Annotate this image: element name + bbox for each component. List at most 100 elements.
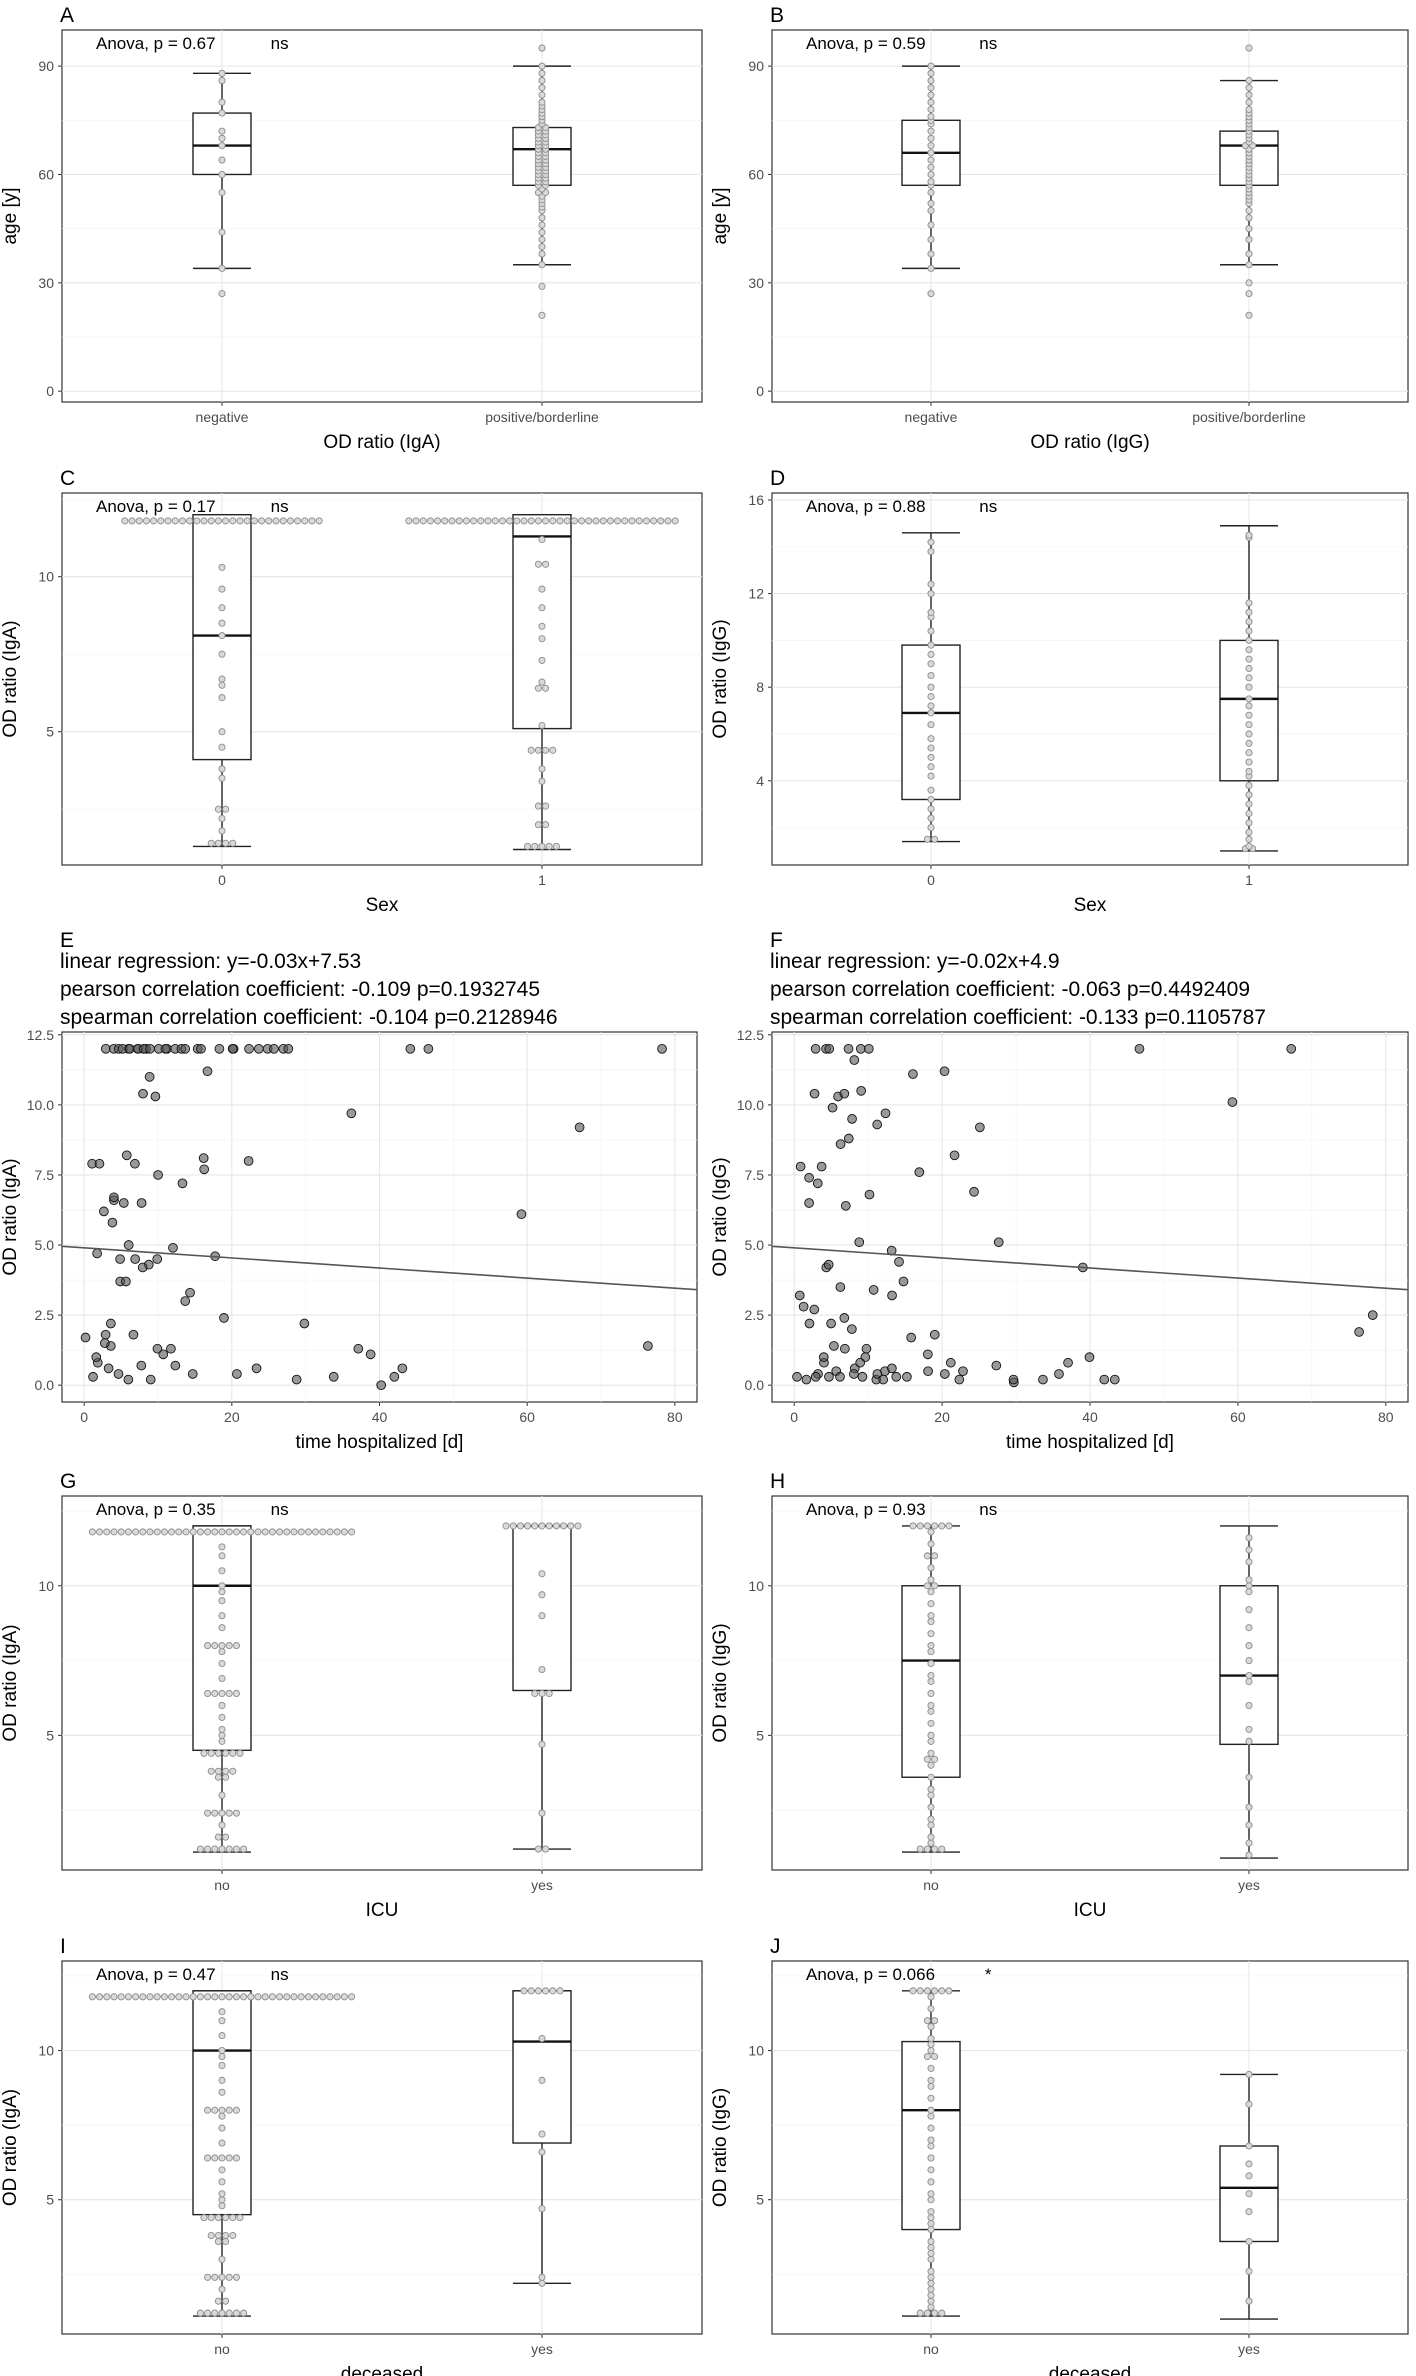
data-point	[664, 517, 672, 525]
data-point	[312, 1993, 320, 2001]
data-point	[218, 650, 226, 658]
box-1	[1219, 639, 1279, 782]
data-point	[1245, 2070, 1253, 2078]
data-point	[542, 821, 550, 829]
scatter-point	[857, 1371, 868, 1382]
scatter-point	[1367, 1310, 1378, 1320]
scatter-point	[902, 1371, 912, 1382]
box-1	[512, 514, 572, 730]
data-point	[229, 1767, 237, 1775]
data-point	[509, 1522, 517, 1530]
data-point	[218, 69, 226, 77]
data-point	[294, 517, 302, 525]
scatter-point	[804, 1198, 814, 1208]
y-tick-label: 10.0	[27, 1097, 54, 1113]
scatter-point	[180, 1043, 191, 1054]
data-point	[927, 2082, 935, 2090]
data-point	[538, 1591, 546, 1599]
data-point	[160, 1528, 168, 1536]
data-point	[1245, 655, 1253, 663]
scatter-point	[894, 1256, 904, 1267]
scatter-point	[121, 1276, 131, 1287]
data-point	[204, 1993, 212, 2001]
scatter-point	[839, 1313, 850, 1323]
data-point	[204, 1689, 212, 1698]
data-point	[200, 1749, 208, 1757]
data-point	[927, 2214, 935, 2222]
panel-letter: E	[60, 929, 74, 952]
significance-label: ns	[979, 1500, 997, 1519]
data-point	[538, 214, 546, 222]
data-point	[196, 2309, 204, 2317]
data-point	[218, 1642, 226, 1650]
data-point	[240, 2309, 248, 2317]
data-point	[923, 1522, 931, 1530]
data-point	[538, 2035, 546, 2043]
scatter-point	[824, 1043, 835, 1054]
scatter-point	[168, 1242, 178, 1253]
data-point	[178, 517, 186, 525]
panel-b: B 0 30 60 90 negative positive/borderline OD ra…	[710, 4, 1409, 453]
data-point	[222, 1749, 230, 1757]
y-tick-label: 12.5	[737, 1027, 764, 1043]
y-tick-label: 5	[46, 724, 54, 740]
data-point	[542, 517, 550, 525]
y-tick-label: 2.5	[35, 1307, 55, 1323]
data-point	[927, 221, 935, 229]
data-point	[110, 1993, 118, 2001]
data-point	[538, 91, 546, 99]
significance-label: ns	[271, 1965, 289, 1984]
y-tick-label: 30	[748, 275, 764, 291]
stats-line: pearson correlation coefficient: -0.109 …	[60, 978, 540, 1001]
data-point	[1245, 261, 1253, 269]
scatter-point	[121, 1150, 132, 1161]
data-point	[927, 134, 935, 142]
data-point	[470, 517, 478, 525]
scatter-point	[136, 1360, 147, 1371]
scatter-point	[214, 1043, 225, 1054]
data-point	[513, 517, 521, 525]
data-point	[348, 1528, 356, 1536]
data-point	[218, 1809, 226, 1817]
data-point	[229, 2214, 237, 2222]
data-point	[927, 1761, 935, 1769]
data-point	[222, 2237, 230, 2246]
regression-line	[771, 1245, 1409, 1291]
data-point	[502, 1522, 510, 1530]
data-point	[927, 250, 935, 258]
data-point	[945, 1522, 953, 1530]
data-point	[927, 1821, 935, 1829]
data-point	[218, 585, 226, 593]
data-point	[218, 134, 226, 142]
data-point	[222, 517, 230, 525]
data-point	[927, 692, 935, 701]
x-tick-label: yes	[531, 1877, 553, 1893]
panel-letter: A	[60, 4, 74, 27]
y-axis-title: OD ratio (IgG)	[710, 1623, 731, 1742]
data-point	[927, 2190, 935, 2198]
y-tick-label: 12	[748, 586, 764, 602]
scatter-point	[827, 1102, 838, 1113]
data-point	[927, 62, 935, 70]
data-point	[232, 1689, 240, 1698]
data-point	[1245, 842, 1253, 850]
data-point	[621, 517, 629, 525]
data-point	[927, 671, 935, 680]
data-point	[927, 84, 935, 92]
scatter-point	[993, 1237, 1004, 1248]
scatter-point	[516, 1209, 527, 1220]
significance-label: *	[985, 1965, 992, 1984]
data-point	[132, 1993, 140, 2001]
data-point	[927, 142, 935, 150]
data-point	[211, 2106, 219, 2114]
panel-letter: F	[770, 929, 783, 952]
data-point	[1245, 695, 1253, 703]
data-point	[927, 2005, 935, 2013]
data-point	[189, 1528, 197, 1536]
data-point	[218, 2061, 226, 2069]
data-point	[218, 1737, 226, 1745]
data-point	[286, 517, 294, 525]
data-point	[261, 1528, 269, 1536]
scatter-point	[196, 1043, 206, 1054]
y-axis-title: OD ratio (IgA)	[0, 620, 21, 737]
